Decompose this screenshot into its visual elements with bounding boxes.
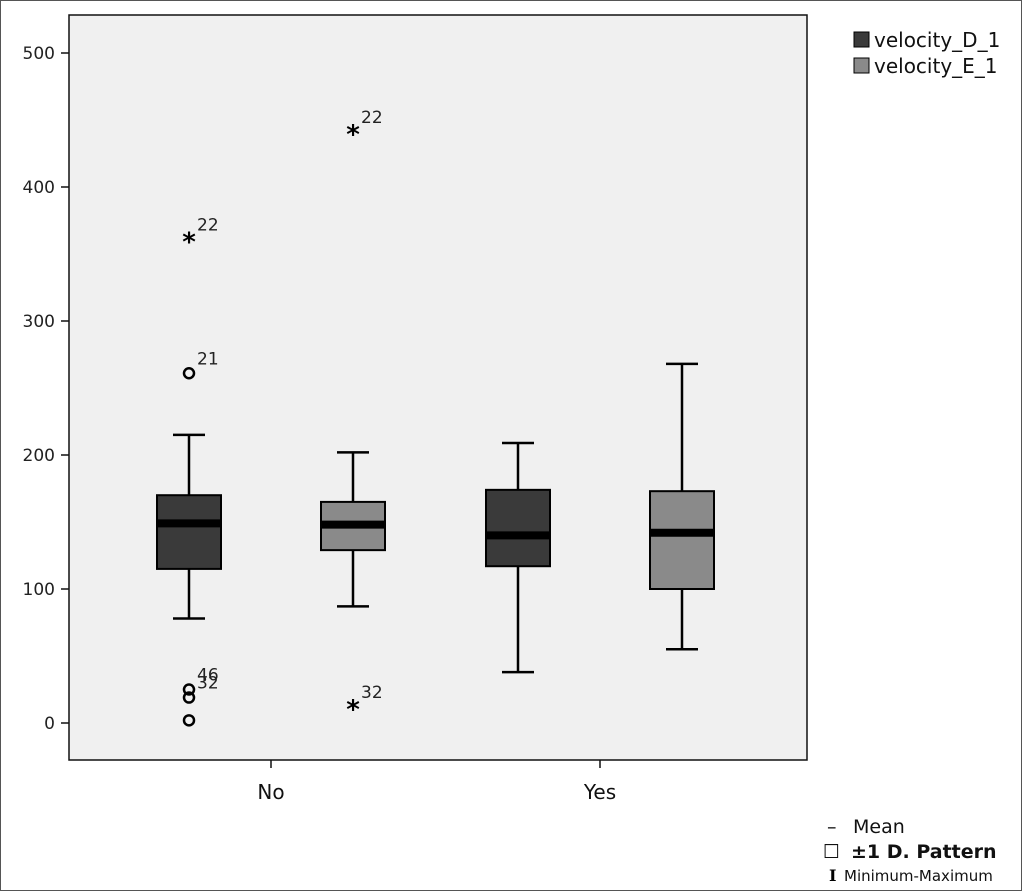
box-velocity_D_1-Yes	[485, 441, 551, 674]
outlier-label: 21	[197, 349, 219, 369]
y-tick-label: 400	[23, 178, 55, 198]
mean-key-label: Mean	[853, 816, 905, 838]
box-iqr	[485, 488, 551, 568]
range-key-symbol: I	[829, 866, 836, 885]
outlier-label: 32	[197, 674, 219, 694]
outlier-label: 22	[197, 215, 219, 235]
legend-swatch	[853, 31, 870, 48]
range-key-label: Minimum-Maximum	[844, 867, 993, 885]
y-axis: 0 100 200 300 400 500	[23, 44, 69, 734]
box-velocity_D_1-No	[156, 433, 222, 620]
outlier-circle	[182, 683, 196, 696]
outlier-star: *	[346, 695, 360, 725]
outlier-label: 32	[361, 683, 383, 703]
legend-swatch	[853, 57, 870, 74]
box-iqr	[649, 490, 715, 590]
box-velocity_E_1-Yes	[649, 362, 715, 651]
legend-label: velocity_D_1	[874, 28, 1000, 52]
outlier-label: 22	[361, 108, 383, 128]
x-axis: No Yes	[257, 760, 616, 804]
y-tick-label: 500	[23, 44, 55, 64]
y-tick-label: 300	[23, 312, 55, 332]
sd-key-symbol: ☐	[823, 841, 840, 863]
box-iqr	[156, 494, 222, 570]
box-velocity_E_1-No	[320, 451, 386, 608]
outlier-circle	[182, 691, 196, 704]
legend-label: velocity_E_1	[874, 54, 998, 78]
sd-key-label: ±1 D. Pattern	[851, 841, 997, 863]
outlier-label: 46	[197, 666, 219, 686]
y-tick-label: 100	[23, 580, 55, 600]
mean-key-symbol: –	[827, 816, 837, 838]
outlier-circle	[182, 714, 196, 727]
y-tick-label: 0	[44, 714, 55, 734]
outlier-circle	[182, 367, 196, 380]
x-category-label: Yes	[583, 780, 616, 804]
plot-area	[68, 14, 808, 761]
statistics-key: – Mean ☐ ±1 D. Pattern I Minimum-Maximum	[823, 816, 997, 885]
box-group	[156, 362, 715, 674]
outlier-star: *	[346, 120, 360, 150]
y-tick-label: 200	[23, 446, 55, 466]
x-category-label: No	[257, 780, 284, 804]
outlier-star: *	[182, 227, 196, 257]
